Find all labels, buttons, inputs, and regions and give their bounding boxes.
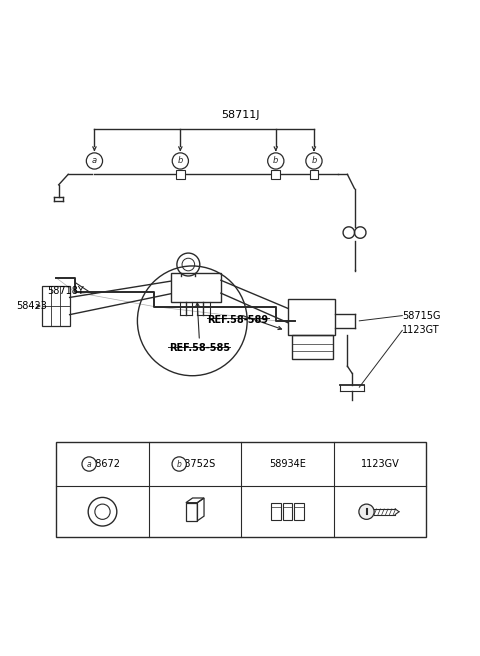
Bar [292,335,333,359]
Text: REF.58-585: REF.58-585 [169,343,230,354]
Bar [42,287,70,325]
Text: a: a [92,157,97,165]
Text: 58672: 58672 [89,459,120,469]
Circle shape [268,153,284,169]
Text: 58934E: 58934E [269,459,306,469]
Circle shape [86,153,103,169]
Text: 1123GT: 1123GT [402,325,440,335]
Bar [272,170,280,178]
Bar [288,299,336,335]
Text: REF.58-589: REF.58-589 [207,315,268,325]
Text: b: b [312,157,317,165]
Bar [294,503,304,520]
Text: b: b [178,157,183,165]
Bar [176,170,185,178]
Bar [283,503,292,520]
Bar [310,170,318,178]
Text: a: a [87,459,92,468]
Circle shape [306,153,322,169]
Circle shape [172,457,186,471]
Text: 58752S: 58752S [178,459,215,469]
Text: 58423: 58423 [17,301,48,311]
Circle shape [359,504,374,520]
Text: 58718Y: 58718Y [47,286,84,297]
Circle shape [82,457,96,471]
Text: 1123GV: 1123GV [360,459,399,469]
Text: 58711J: 58711J [221,110,259,121]
Text: 58715G: 58715G [402,310,441,321]
Text: b: b [273,157,278,165]
Bar [56,441,426,537]
Text: b: b [177,459,181,468]
Bar [271,503,281,520]
Circle shape [172,153,189,169]
Bar [171,273,221,302]
